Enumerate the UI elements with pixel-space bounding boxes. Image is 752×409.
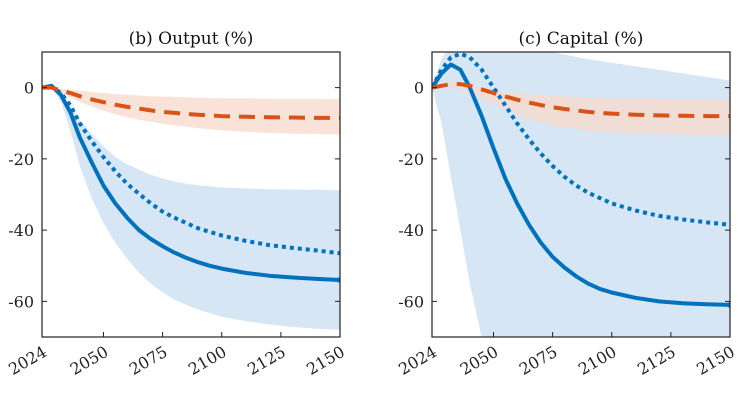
y-tick-label: -60: [8, 292, 34, 311]
x-tick-label: 2150: [693, 342, 738, 379]
y-tick-label: 0: [414, 79, 424, 98]
x-tick-label: 2125: [634, 342, 679, 379]
y-tick-label: -40: [8, 221, 34, 240]
series-orange-dashed: [42, 85, 340, 120]
x-tick-label: 2050: [67, 342, 112, 379]
y-tick-label: -40: [398, 221, 424, 240]
series-blue-dotted: [42, 84, 340, 256]
x-tick-label: 2125: [244, 342, 289, 379]
x-tick-label: 2024: [5, 342, 50, 379]
output-x-axis: 2024 2050 2075 2100 2125 2150: [5, 332, 348, 379]
y-tick-label: -20: [8, 150, 34, 169]
output-panel: (b) Output (%) 0 -20 -40 -60 2024 2050 2075 21…: [5, 29, 348, 379]
x-tick-label: 2100: [185, 342, 230, 379]
series-end-marker: [337, 277, 340, 283]
series-orange-dashed: [432, 82, 730, 119]
series-blue-solid: [432, 62, 730, 307]
panel-title-capital: (c) Capital (%): [519, 29, 644, 49]
capital-axes-box: [431, 51, 731, 338]
y-tick-label: -60: [398, 292, 424, 311]
x-tick-label: 2075: [516, 342, 561, 379]
panel-title-output: (b) Output (%): [129, 29, 254, 49]
y-tick-label: 0: [24, 79, 34, 98]
capital-panel: (c) Capital (%) 0-20-40-60 2024 2050 2075 2…: [395, 29, 738, 379]
output-axes-box: [41, 51, 341, 338]
series-blue-solid: [42, 83, 340, 282]
confidence-band-blue: [42, 85, 340, 330]
x-tick-label: 2075: [126, 342, 171, 379]
x-tick-label: 2100: [575, 342, 620, 379]
x-tick-label: 2024: [395, 342, 440, 379]
capital-x-axis: 2024 2050 2075 2100 2125 2150: [395, 332, 738, 379]
confidence-band-blue: [432, 52, 730, 337]
series-blue-dotted: [432, 52, 730, 227]
capital-y-axis: 0 -20 -40 -60: [398, 79, 730, 311]
series-end-marker: [727, 301, 730, 308]
capital-plot-area: [432, 52, 730, 337]
output-plot-area: [42, 83, 340, 330]
confidence-band-orange: [42, 87, 340, 135]
output-y-axis: 0 -20 -40 -60: [8, 79, 340, 311]
x-tick-label: 2150: [303, 342, 348, 379]
x-tick-label: 2050: [457, 342, 502, 379]
y-tick-label: -20: [398, 150, 424, 169]
